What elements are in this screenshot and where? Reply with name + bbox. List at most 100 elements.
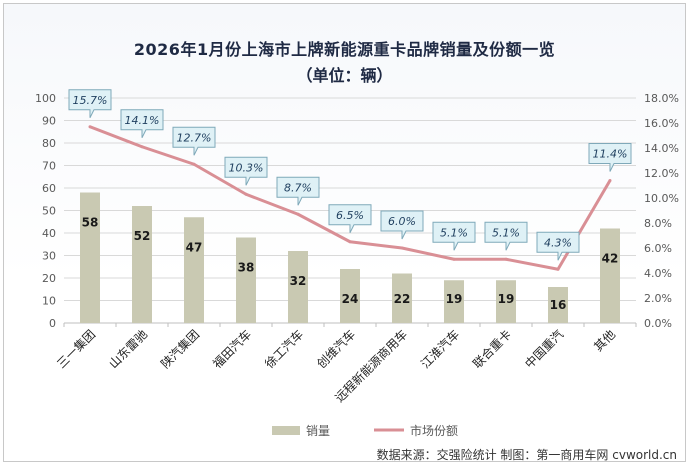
share-value-label: 4.3%	[544, 236, 572, 249]
share-point	[400, 246, 404, 250]
share-point	[556, 267, 560, 271]
left-tick-label: 10	[42, 295, 56, 308]
callout-box	[380, 210, 424, 240]
share-value-label: 10.3%	[229, 161, 264, 174]
legend-label-share: 市场份额	[410, 423, 458, 438]
right-tick-label: 18.0%	[644, 92, 679, 105]
callout-box	[536, 231, 580, 261]
bar	[548, 287, 568, 323]
category-label: 创维汽车	[314, 327, 359, 372]
bar-value-label: 58	[82, 216, 99, 230]
bar	[340, 269, 360, 323]
share-callout: 6.5%	[328, 204, 372, 233]
left-tick-label: 70	[42, 160, 56, 173]
right-tick-label: 4.0%	[644, 267, 672, 280]
share-point	[504, 257, 508, 261]
share-callout: 6.0%	[380, 210, 424, 240]
share-value-label: 15.7%	[73, 94, 108, 107]
category-label: 联合重卡	[470, 327, 515, 372]
category-label: 中国重汽	[522, 327, 567, 372]
category-label: 福田汽车	[210, 327, 255, 372]
bar-value-label: 38	[238, 261, 255, 275]
share-point	[452, 257, 456, 261]
left-tick-label: 20	[42, 272, 56, 285]
category-label: 山东雷驰	[106, 327, 150, 371]
bar	[600, 228, 620, 323]
source-note: 数据来源：交强险统计 制图：第一商用车网 cvworld.cn	[376, 448, 677, 462]
share-value-label: 6.0%	[388, 215, 416, 228]
share-point	[348, 240, 352, 244]
share-point	[192, 162, 196, 166]
left-tick-label: 30	[42, 250, 56, 263]
bar	[288, 251, 308, 323]
left-tick-label: 60	[42, 182, 56, 195]
bar	[132, 206, 152, 323]
share-callout: 12.7%	[172, 126, 216, 156]
chart-subtitle: （单位：辆）	[296, 66, 393, 85]
left-tick-label: 0	[49, 317, 56, 330]
share-point	[88, 125, 92, 129]
share-value-label: 11.4%	[593, 148, 628, 161]
bar-value-label: 19	[498, 292, 515, 306]
callout-box	[224, 156, 268, 186]
left-axis: 0 10 20 30 40 50 60 70 80 90 100	[35, 92, 56, 330]
share-value-label: 14.1%	[125, 114, 160, 127]
right-tick-label: 6.0%	[644, 242, 672, 255]
callout-box	[588, 143, 632, 172]
callout-box	[68, 89, 112, 118]
bar	[496, 280, 516, 323]
bar-value-label: 24	[342, 292, 359, 306]
left-tick-label: 80	[42, 137, 56, 150]
bar-value-label: 42	[602, 252, 619, 266]
share-callout: 15.7%	[68, 89, 112, 118]
callout-box	[484, 221, 528, 251]
bar-value-label: 47	[186, 240, 203, 254]
share-callout: 4.3%	[536, 231, 580, 261]
share-point	[608, 179, 612, 182]
share-line	[89, 125, 612, 271]
left-tick-label: 40	[42, 227, 56, 240]
category-label: 徐工汽车	[262, 327, 307, 372]
callout-box	[276, 176, 320, 206]
share-value-label: 6.5%	[336, 209, 364, 222]
right-tick-label: 10.0%	[644, 192, 679, 205]
bar-value-label: 52	[134, 229, 151, 243]
bar	[444, 280, 464, 323]
bar	[184, 217, 204, 323]
bar-series	[80, 192, 620, 323]
left-tick-label: 100	[35, 92, 56, 105]
bar-value-label: 16	[550, 298, 567, 312]
category-label: 陕汽集团	[158, 327, 203, 372]
bar	[80, 192, 100, 323]
share-value-label: 5.1%	[492, 226, 520, 239]
share-callout: 8.7%	[276, 176, 320, 206]
right-tick-label: 2.0%	[644, 292, 672, 305]
left-tick-label: 50	[42, 205, 56, 218]
callout-box	[432, 221, 476, 251]
right-axis: 0.0% 2.0% 4.0% 6.0% 8.0% 10.0% 12.0% 14.0% 16.0%…	[644, 92, 679, 330]
share-callout: 10.3%	[224, 156, 268, 186]
legend-label-sales: 销量	[306, 424, 330, 438]
share-value-label: 12.7%	[177, 131, 212, 144]
share-callout: 5.1%	[432, 221, 476, 251]
right-tick-label: 8.0%	[644, 217, 672, 230]
share-callout: 14.1%	[120, 109, 164, 138]
right-tick-label: 16.0%	[644, 117, 679, 130]
share-point	[296, 212, 300, 216]
bar	[392, 273, 412, 323]
share-callouts: 15.7% 14.1% 12.7% 10.3% 8.7% 6.5% 6.0% 5.1% 5.1%…	[68, 89, 632, 261]
share-point	[244, 192, 248, 196]
legend: 销量 市场份额	[272, 423, 458, 438]
share-callout: 11.4%	[588, 143, 632, 172]
chart-title: 2026年1月份上海市上牌新能源重卡品牌销量及份额一览	[133, 40, 556, 59]
share-value-label: 5.1%	[440, 226, 468, 239]
right-tick-label: 12.0%	[644, 167, 679, 180]
bar-value-label: 19	[446, 292, 463, 306]
category-label: 其他	[591, 327, 618, 354]
line-series	[88, 125, 612, 271]
share-value-label: 8.7%	[284, 181, 312, 194]
callout-box	[328, 204, 372, 233]
category-label: 江淮汽车	[418, 327, 463, 372]
share-point	[140, 145, 144, 149]
